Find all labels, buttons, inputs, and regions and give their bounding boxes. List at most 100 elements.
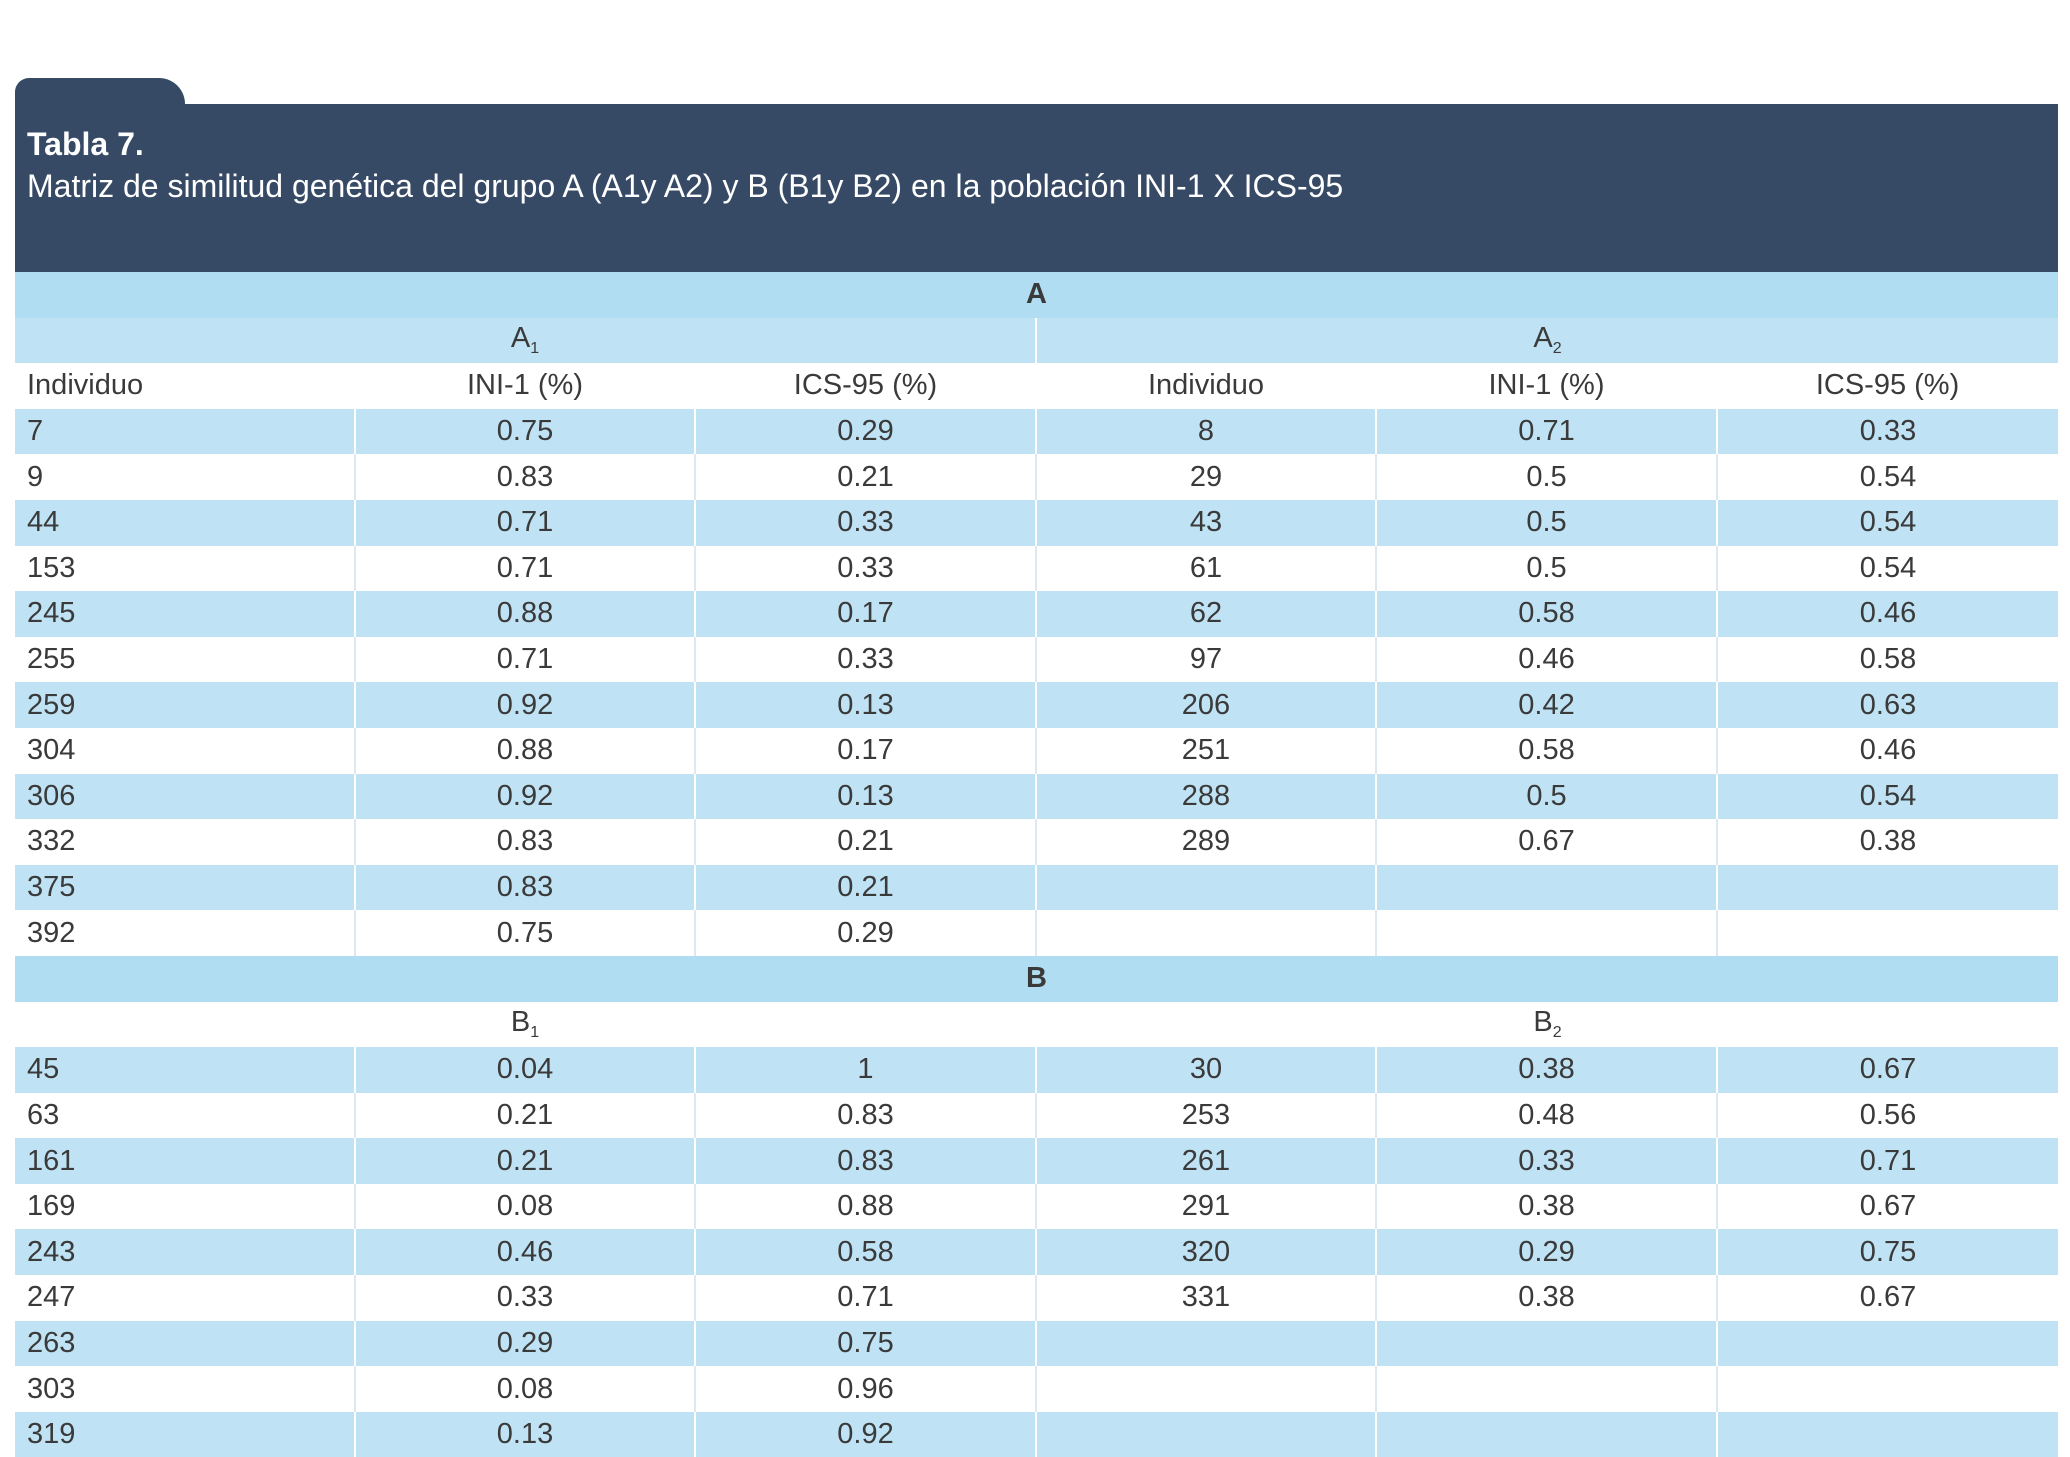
table-cell: 255	[15, 636, 355, 683]
table-caption: Matriz de similitud genética del grupo A…	[27, 168, 1344, 204]
table-cell	[1375, 910, 1717, 956]
table-cell: 0.33	[1375, 1138, 1717, 1184]
table-row: 263 0.29 0.75	[15, 1320, 2059, 1367]
table-cell: 253	[1035, 1092, 1376, 1139]
table-cell	[1715, 1320, 2059, 1367]
table-cell: 0.92	[354, 773, 695, 820]
column-header: INI-1 (%)	[355, 363, 695, 409]
table-row: 243 0.46 0.58 320 0.29 0.75	[15, 1229, 2059, 1276]
table-cell: 0.33	[1715, 408, 2059, 455]
table-cell: 0.75	[1715, 1229, 2059, 1276]
subgroup-letter: A	[1533, 322, 1553, 355]
table-row: 153 0.71 0.33 61 0.5 0.54	[15, 545, 2059, 592]
table-row: 169 0.08 0.88 291 0.38 0.67	[15, 1183, 2059, 1230]
table-cell: 392	[15, 910, 355, 956]
table-cell: 0.21	[694, 864, 1036, 911]
table-cell: 0.29	[1375, 1229, 1717, 1276]
table-cell: 0.83	[354, 819, 695, 865]
table-cell: 0.58	[1715, 636, 2059, 683]
subgroup-index: 2	[1552, 340, 1562, 358]
table-row: 303 0.08 0.96	[15, 1366, 2059, 1412]
table-row: 375 0.83 0.21	[15, 864, 2059, 911]
table-cell: 303	[15, 1366, 355, 1412]
table-cell: 44	[15, 499, 355, 546]
table-cell: 0.17	[694, 727, 1036, 774]
table-cell: 0.21	[354, 1138, 695, 1184]
table-cell: 0.38	[1375, 1275, 1717, 1321]
table-row: 319 0.13 0.92	[15, 1411, 2059, 1457]
table-cell: 0.08	[354, 1366, 695, 1412]
table-cell: 61	[1035, 545, 1376, 592]
table-cell: 0.71	[694, 1275, 1036, 1321]
table-row: 247 0.33 0.71 331 0.38 0.67	[15, 1275, 2059, 1321]
table-cell: 0.21	[694, 454, 1036, 500]
column-header-row: Individuo INI-1 (%) ICS-95 (%) Individuo…	[15, 363, 2059, 409]
table-cell: 0.42	[1375, 682, 1717, 728]
table-cell: 0.88	[354, 591, 695, 637]
table-cell: 245	[15, 591, 355, 637]
table-cell: 304	[15, 727, 355, 774]
table-cell	[1035, 1411, 1376, 1457]
table-cell: 0.54	[1715, 499, 2059, 546]
table-cell: 0.88	[354, 727, 695, 774]
table-cell	[1375, 1320, 1717, 1367]
table-cell: 0.71	[354, 499, 695, 546]
table-cell: 0.54	[1715, 545, 2059, 592]
table-cell: 0.75	[694, 1320, 1036, 1367]
table-cell	[1035, 910, 1376, 956]
table-cell: 1	[694, 1047, 1036, 1093]
table-cell: 0.46	[354, 1229, 695, 1276]
table-cell: 0.46	[1715, 727, 2059, 774]
table-cell	[1375, 1411, 1717, 1457]
table-title: Tabla 7.	[27, 126, 144, 162]
table-cell: 0.38	[1375, 1047, 1717, 1093]
similarity-matrix-table: A A1 A2 Individuo INI-1 (%) ICS-95 (%) I…	[15, 272, 2059, 1457]
subgroup-label-b2: B2	[1034, 1001, 2059, 1048]
table-cell: 0.13	[694, 682, 1036, 728]
table-cell: 0.54	[1715, 773, 2059, 820]
table-cell: 0.58	[1375, 591, 1717, 637]
column-header: ICS-95 (%)	[695, 363, 1036, 409]
table-cell: 320	[1035, 1229, 1376, 1276]
table-cell	[1715, 910, 2059, 956]
table-cell: 247	[15, 1275, 355, 1321]
table-cell: 0.71	[354, 636, 695, 683]
table-cell: 43	[1035, 499, 1376, 546]
table-cell: 153	[15, 545, 355, 592]
table-row: 7 0.75 0.29 8 0.71 0.33	[15, 408, 2059, 455]
table-cell: 0.83	[694, 1138, 1036, 1184]
table-cell: 0.56	[1715, 1092, 2059, 1139]
table-cell: 0.67	[1715, 1047, 2059, 1093]
table-cell: 0.33	[694, 636, 1036, 683]
table-cell: 0.67	[1715, 1183, 2059, 1230]
table-cell: 0.46	[1715, 591, 2059, 637]
table-cell: 0.5	[1375, 773, 1717, 820]
table-cell: 0.33	[354, 1275, 695, 1321]
table-cell: 0.75	[354, 408, 695, 455]
table-cell: 375	[15, 864, 355, 911]
table-cell: 9	[15, 454, 355, 500]
table-cell: 0.33	[694, 545, 1036, 592]
table-cell: 288	[1035, 773, 1376, 820]
group-label-b: B	[15, 955, 2059, 1002]
column-header: Individuo	[15, 363, 355, 409]
table-cell: 251	[1035, 727, 1376, 774]
table-cell: 7	[15, 408, 355, 455]
subgroup-row-b: B1 B2	[15, 1001, 2059, 1048]
table-cell: 0.58	[694, 1229, 1036, 1276]
table-cell: 0.5	[1375, 545, 1717, 592]
table-row: 63 0.21 0.83 253 0.48 0.56	[15, 1092, 2059, 1139]
subgroup-label-b1: B1	[15, 1001, 1036, 1048]
group-band-a: A	[15, 272, 2059, 318]
table-cell: 0.63	[1715, 682, 2059, 728]
table-cell: 0.75	[354, 910, 695, 956]
table-cell	[1715, 1411, 2059, 1457]
table-cell: 97	[1035, 636, 1376, 683]
table-cell	[1715, 864, 2059, 911]
table-cell: 0.13	[694, 773, 1036, 820]
table-cell: 0.46	[1375, 636, 1717, 683]
table-cell: 0.38	[1715, 819, 2059, 865]
column-header: INI-1 (%)	[1376, 363, 1717, 409]
table-row: 9 0.83 0.21 29 0.5 0.54	[15, 454, 2059, 500]
table-cell: 161	[15, 1138, 355, 1184]
